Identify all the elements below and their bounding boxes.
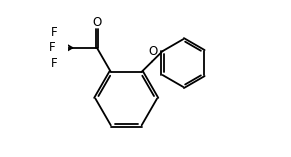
Text: O: O — [148, 45, 157, 58]
Text: F: F — [51, 57, 57, 70]
Text: F: F — [51, 26, 57, 38]
Text: F: F — [49, 41, 55, 54]
Text: O: O — [92, 16, 102, 29]
